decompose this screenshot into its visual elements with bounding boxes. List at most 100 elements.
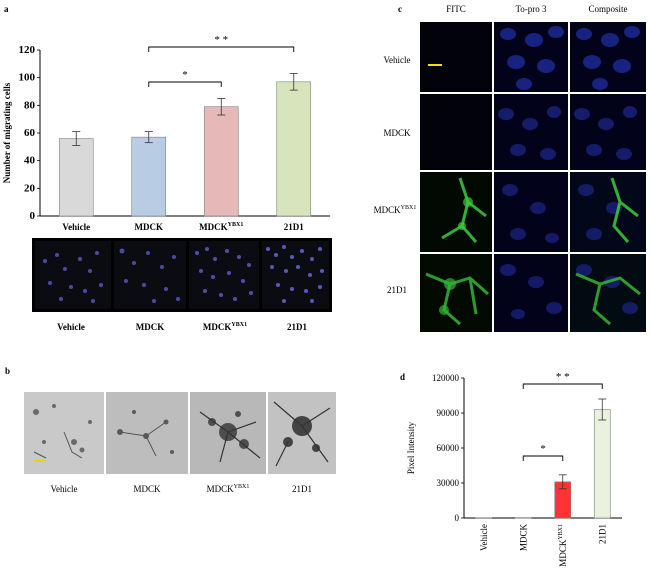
image-c-21d1-topro bbox=[494, 254, 568, 332]
bar bbox=[131, 136, 167, 217]
panel-letter-d: d bbox=[400, 372, 406, 382]
brightfield-cells bbox=[33, 404, 92, 462]
x-tick-text: Vehicle bbox=[479, 524, 489, 551]
x-tick-label: Vehicle bbox=[479, 524, 489, 551]
fitc-signal bbox=[441, 177, 487, 243]
significance-label: * * bbox=[214, 34, 228, 46]
panel-c-col-topro3: To-pro 3 bbox=[515, 4, 547, 14]
image-a-mdck-ybx1 bbox=[189, 241, 259, 309]
y-axis-label: Number of migrating cells bbox=[2, 82, 12, 183]
y-axis-label: Pixel Intensity bbox=[406, 421, 416, 474]
image-b-label-mdck: MDCK bbox=[133, 484, 161, 494]
composite-signal bbox=[575, 264, 641, 326]
cell-dots bbox=[266, 245, 324, 303]
x-tick-text: MDCK bbox=[518, 524, 528, 552]
image-c-mdck-topro bbox=[494, 94, 568, 170]
y-tick-label: 100 bbox=[19, 72, 36, 84]
panel-b-image-strip bbox=[24, 392, 336, 474]
chart-d-pixel-intensity: 0 30000 60000 90000 120000 Pixel Intensity Veh… bbox=[406, 371, 622, 567]
image-a-label-21d1: 21D1 bbox=[287, 322, 307, 332]
significance-label: * bbox=[540, 443, 546, 455]
nuclei bbox=[574, 106, 637, 160]
panel-c-row-vehicle: Vehicle bbox=[383, 55, 411, 65]
image-c-mdck-fitc bbox=[420, 94, 492, 170]
image-b-mdck-ybx1 bbox=[190, 392, 266, 474]
image-a-label-vehicle: Vehicle bbox=[57, 322, 85, 332]
image-b-21d1 bbox=[268, 392, 336, 474]
label-superscript: YBX1 bbox=[400, 205, 417, 211]
composite-signal bbox=[578, 177, 639, 243]
image-a-vehicle bbox=[35, 241, 111, 309]
bar bbox=[475, 517, 493, 519]
scale-bar bbox=[428, 64, 442, 66]
x-tick-label: 21D1 bbox=[284, 222, 304, 232]
image-a-label-mdck: MDCK bbox=[135, 322, 165, 332]
image-c-vehicle-fitc bbox=[420, 22, 492, 92]
significance-label: * bbox=[182, 69, 188, 81]
image-c-vehicle-topro bbox=[494, 22, 568, 92]
y-tick-label: 60 bbox=[24, 127, 36, 139]
label-superscript: YBX1 bbox=[231, 322, 248, 328]
cell-dots bbox=[195, 247, 253, 301]
cell-dots bbox=[43, 251, 103, 303]
x-tick-text: 21D1 bbox=[284, 222, 304, 232]
y-tick-label: 0 bbox=[30, 210, 36, 222]
image-b-label-21d1: 21D1 bbox=[292, 484, 312, 494]
panel-c-col-fitc: FITC bbox=[446, 4, 466, 14]
image-c-mdck-ybx1-fitc bbox=[420, 172, 492, 252]
x-tick-label: MDCKYBX1 bbox=[558, 524, 568, 567]
image-c-mdck-ybx1-topro bbox=[494, 172, 568, 252]
x-tick-label: Vehicle bbox=[62, 222, 90, 232]
bar bbox=[514, 517, 532, 519]
panel-letter-c: c bbox=[398, 4, 402, 14]
x-tick-superscript: YBX1 bbox=[558, 524, 564, 540]
x-tick-label: 21D1 bbox=[597, 524, 607, 544]
image-b-vehicle bbox=[24, 392, 104, 474]
x-tick-label: MDCK bbox=[518, 524, 528, 552]
label-text: MDCK bbox=[206, 484, 234, 494]
x-tick-text: MDCK bbox=[135, 222, 164, 232]
x-tick-text: 21D1 bbox=[597, 524, 607, 544]
x-tick-superscript: YBX1 bbox=[228, 222, 244, 228]
image-c-mdck-composite bbox=[570, 94, 646, 170]
bar bbox=[58, 138, 94, 217]
panel-letter-b: b bbox=[5, 366, 11, 376]
y-tick-label: 120000 bbox=[432, 373, 460, 383]
y-tick-label: 90000 bbox=[437, 408, 460, 418]
label-text: MDCK bbox=[373, 205, 401, 215]
y-tick-label: 80 bbox=[24, 99, 36, 111]
y-tick-label: 30000 bbox=[437, 478, 460, 488]
image-c-vehicle-composite bbox=[570, 22, 646, 92]
label-superscript: YBX1 bbox=[233, 484, 250, 490]
panel-c-image-grid bbox=[420, 22, 646, 332]
panel-c-row-mdck: MDCK bbox=[383, 128, 411, 138]
panel-letter-a: a bbox=[4, 4, 9, 14]
x-tick-label: MDCK bbox=[135, 222, 164, 232]
image-b-label-vehicle: Vehicle bbox=[50, 484, 78, 494]
y-tick-label: 60000 bbox=[437, 443, 460, 453]
brightfield-cells bbox=[273, 401, 331, 467]
panel-c-row-mdck-ybx1: MDCKYBX1 bbox=[370, 205, 420, 215]
significance-bracket bbox=[148, 81, 222, 87]
label-text: MDCK bbox=[202, 322, 232, 332]
bar bbox=[593, 409, 611, 519]
nuclei bbox=[576, 26, 640, 90]
x-tick-text: MDCK bbox=[558, 539, 568, 567]
panel-c-col-composite: Composite bbox=[588, 4, 628, 14]
significance-bracket bbox=[148, 46, 295, 52]
y-tick-label: 0 bbox=[455, 513, 460, 523]
image-b-mdck bbox=[106, 392, 188, 474]
brightfield-cells bbox=[199, 411, 261, 463]
image-c-21d1-fitc bbox=[420, 254, 492, 332]
fitc-signal bbox=[425, 272, 489, 326]
brightfield-cells bbox=[117, 410, 174, 457]
y-tick-label: 40 bbox=[24, 155, 36, 167]
nuclei bbox=[498, 106, 561, 160]
bar bbox=[203, 106, 239, 217]
significance-bracket bbox=[522, 383, 603, 389]
image-a-mdck bbox=[114, 241, 186, 309]
panel-c-row-21d1: 21D1 bbox=[387, 285, 407, 295]
x-tick-text: Vehicle bbox=[62, 222, 90, 232]
cell-dots bbox=[119, 248, 180, 303]
nuclei bbox=[500, 264, 562, 319]
